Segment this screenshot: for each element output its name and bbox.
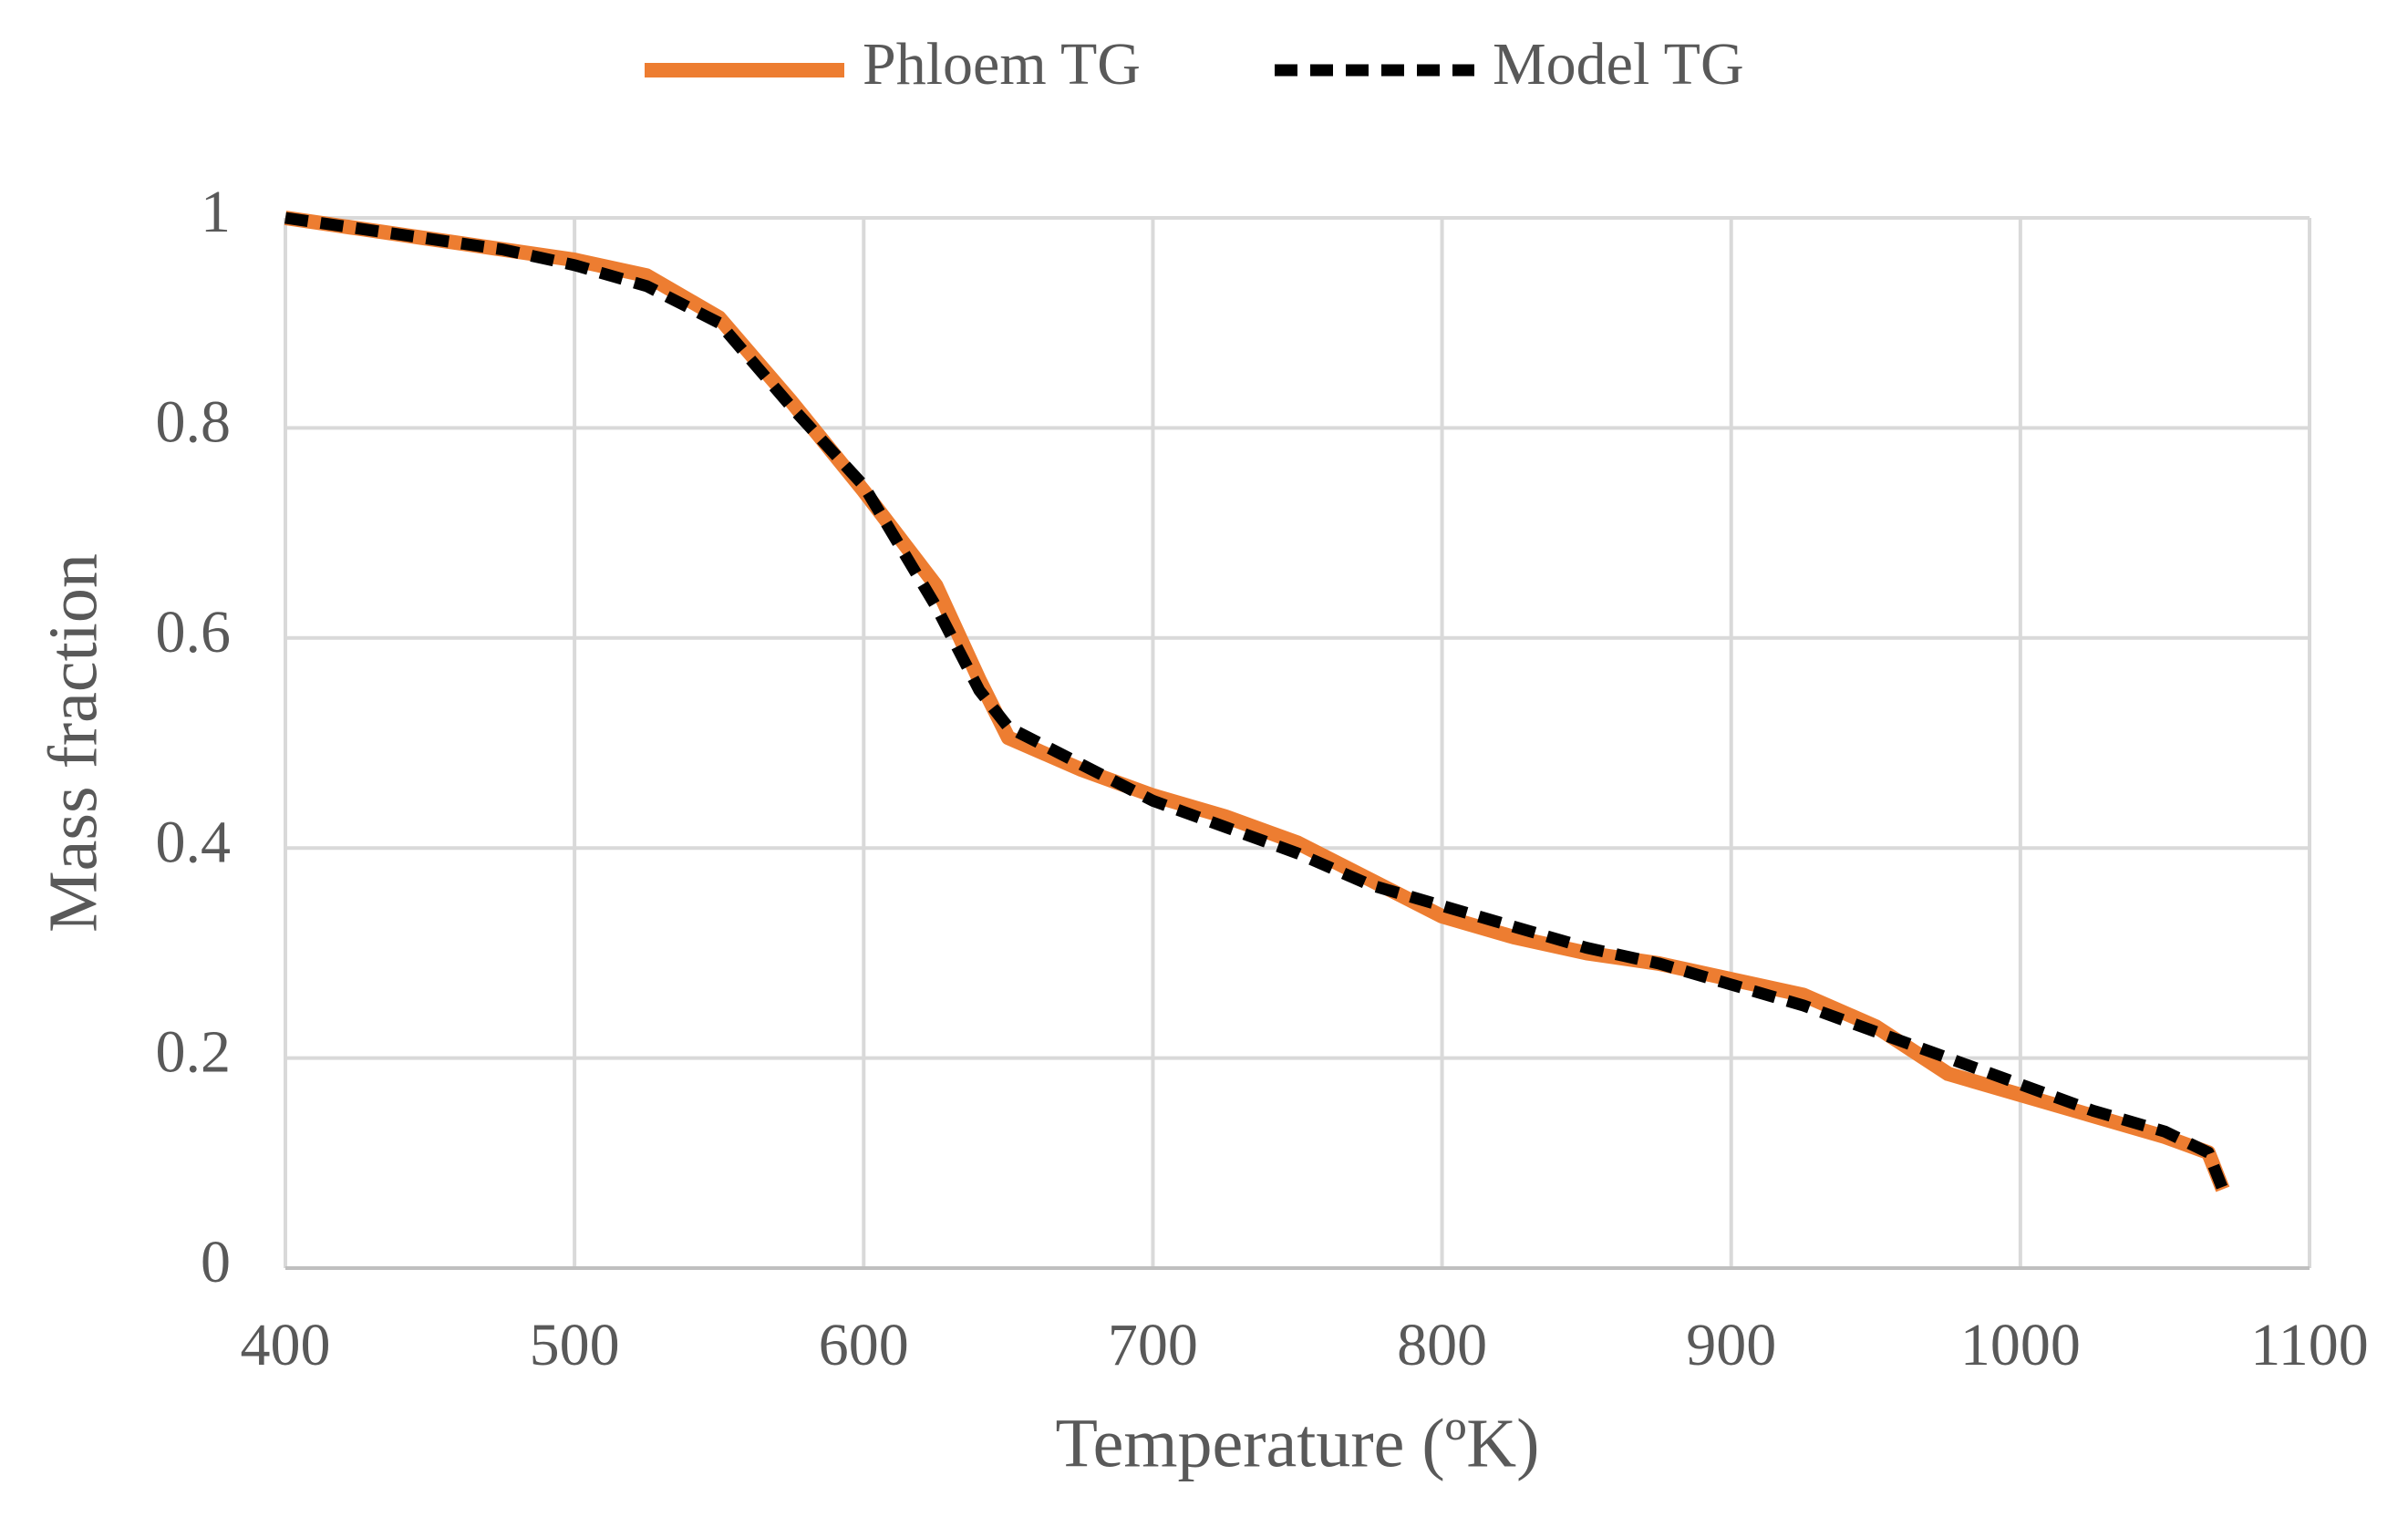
x-tick-label: 700	[1108, 1312, 1198, 1378]
x-axis-title: Temperature (ºK)	[1056, 1405, 1540, 1481]
x-tick-label: 800	[1397, 1312, 1487, 1378]
series-line	[284, 212, 2228, 1192]
y-tick-label: 0.2	[156, 1019, 232, 1086]
x-tick-label: 900	[1686, 1312, 1776, 1378]
y-axis-title: Mass fraction	[35, 553, 111, 933]
x-tick-label: 400	[241, 1312, 331, 1378]
legend-label: Phloem TG	[863, 31, 1141, 98]
y-tick-label: 0.4	[156, 809, 232, 875]
legend-label: Model TG	[1493, 31, 1744, 98]
x-tick-label: 1000	[1960, 1312, 2081, 1378]
y-tick-label: 0.6	[156, 599, 232, 665]
x-tick-label: 500	[530, 1312, 620, 1378]
x-tick-label: 600	[819, 1312, 909, 1378]
series-line	[284, 211, 2230, 1192]
x-tick-label: 1100	[2250, 1312, 2369, 1378]
y-tick-label: 1	[201, 179, 231, 245]
y-tick-label: 0.8	[156, 389, 232, 456]
y-tick-label: 0	[201, 1229, 231, 1295]
